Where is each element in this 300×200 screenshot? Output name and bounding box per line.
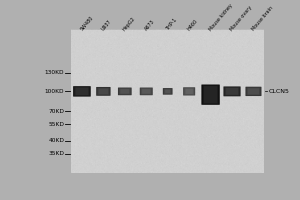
- Text: 130KD: 130KD: [45, 70, 64, 75]
- FancyBboxPatch shape: [98, 89, 108, 94]
- Text: U937: U937: [101, 19, 113, 32]
- Text: HepG2: HepG2: [122, 16, 137, 32]
- FancyBboxPatch shape: [96, 87, 111, 96]
- FancyBboxPatch shape: [142, 89, 150, 94]
- FancyBboxPatch shape: [184, 88, 194, 95]
- Text: SW480: SW480: [79, 15, 94, 32]
- Text: CLCN5: CLCN5: [268, 89, 289, 94]
- FancyBboxPatch shape: [201, 85, 220, 105]
- Text: Mouse brain: Mouse brain: [251, 5, 274, 32]
- FancyBboxPatch shape: [204, 86, 218, 103]
- FancyBboxPatch shape: [163, 88, 172, 95]
- Text: 55KD: 55KD: [48, 122, 64, 127]
- FancyBboxPatch shape: [226, 88, 238, 95]
- FancyBboxPatch shape: [118, 88, 132, 95]
- FancyBboxPatch shape: [119, 88, 130, 94]
- FancyBboxPatch shape: [120, 89, 129, 94]
- FancyBboxPatch shape: [224, 86, 241, 96]
- Text: 70KD: 70KD: [48, 109, 64, 114]
- Text: H460: H460: [187, 18, 199, 32]
- FancyBboxPatch shape: [164, 89, 171, 94]
- FancyBboxPatch shape: [225, 87, 239, 96]
- Text: 35KD: 35KD: [48, 151, 64, 156]
- FancyBboxPatch shape: [75, 88, 88, 95]
- FancyBboxPatch shape: [245, 87, 262, 96]
- Text: 100KD: 100KD: [45, 89, 64, 94]
- FancyBboxPatch shape: [97, 88, 110, 95]
- Bar: [71, 30, 264, 173]
- FancyBboxPatch shape: [140, 88, 153, 95]
- FancyBboxPatch shape: [202, 85, 219, 104]
- FancyBboxPatch shape: [248, 88, 259, 95]
- Text: Mouse ovary: Mouse ovary: [230, 5, 253, 32]
- Text: THP-1: THP-1: [165, 17, 178, 32]
- Text: Mouse kidney: Mouse kidney: [208, 3, 233, 32]
- Text: 40KD: 40KD: [48, 138, 64, 143]
- FancyBboxPatch shape: [73, 86, 91, 97]
- FancyBboxPatch shape: [165, 90, 170, 93]
- FancyBboxPatch shape: [183, 87, 195, 96]
- Text: A673: A673: [144, 19, 156, 32]
- FancyBboxPatch shape: [141, 88, 152, 94]
- FancyBboxPatch shape: [74, 87, 90, 96]
- FancyBboxPatch shape: [247, 87, 260, 95]
- FancyBboxPatch shape: [185, 89, 193, 94]
